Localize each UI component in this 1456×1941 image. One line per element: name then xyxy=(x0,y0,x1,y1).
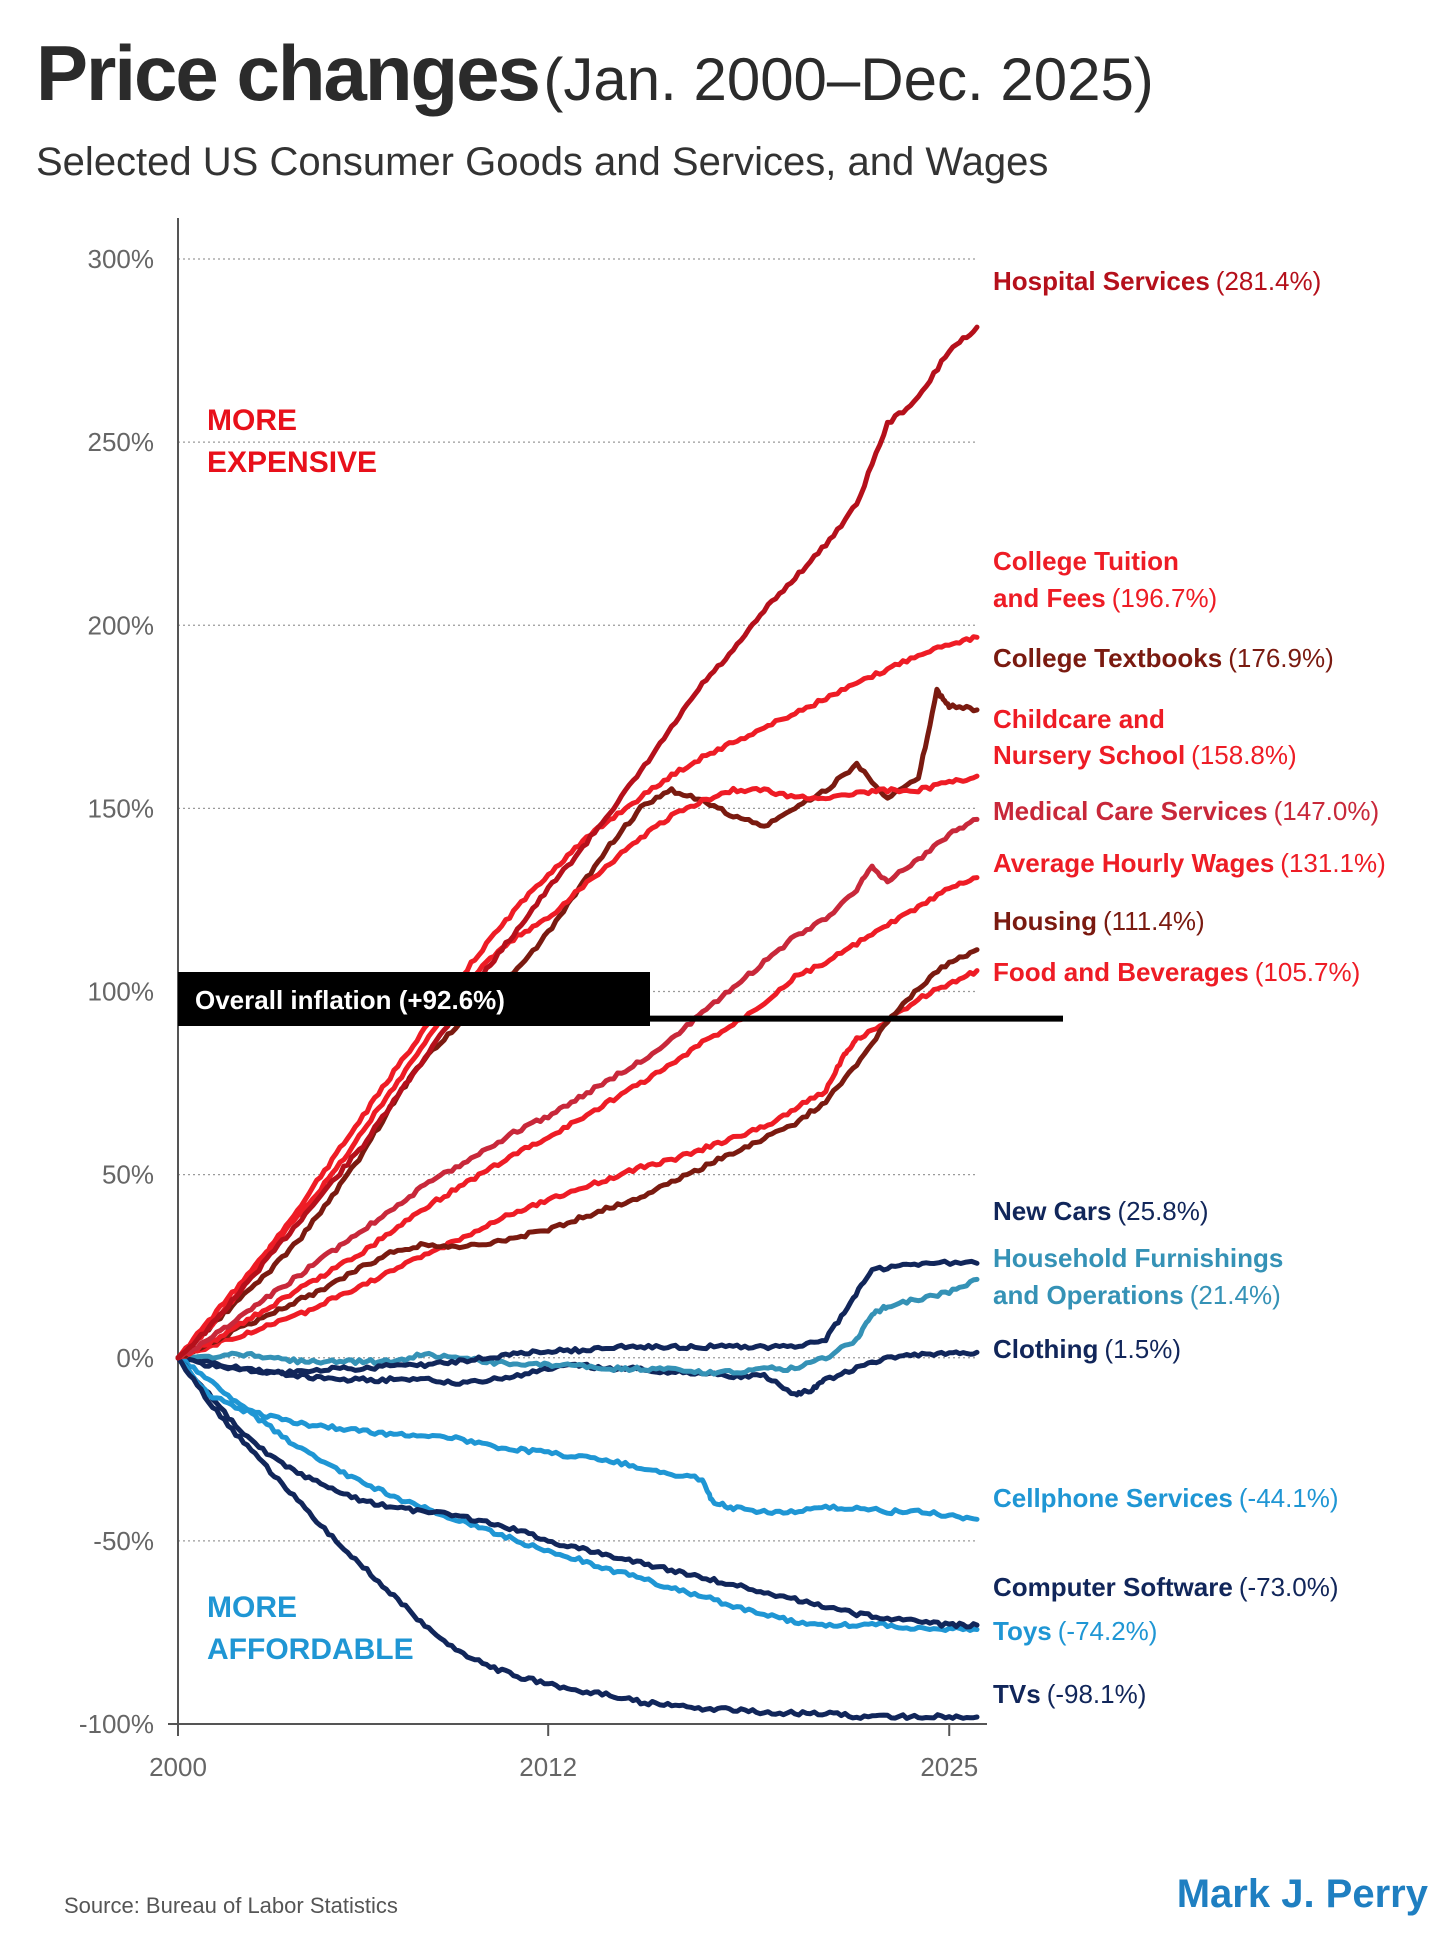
series-label: and Fees (196.7%) xyxy=(993,583,1217,613)
series-value: (1.5%) xyxy=(1104,1334,1181,1364)
zone-label-more-expensive: EXPENSIVE xyxy=(207,446,377,479)
series-value: (-44.1%) xyxy=(1239,1483,1339,1513)
series-line-household-furnishings-and-operations xyxy=(175,1276,980,1377)
series-name: Hospital Services xyxy=(993,266,1210,296)
y-tick-label: -100% xyxy=(79,1709,154,1739)
y-tick-label: 50% xyxy=(102,1160,154,1190)
series-line-toys xyxy=(175,1355,980,1633)
series-value: (281.4%) xyxy=(1216,266,1322,296)
series-line-housing xyxy=(175,947,980,1361)
series-line-cellphone-services xyxy=(175,1355,980,1522)
series-name: Computer Software xyxy=(993,1572,1233,1602)
series-label: New Cars (25.8%) xyxy=(993,1196,1209,1226)
series-value: (-73.0%) xyxy=(1239,1572,1339,1602)
series-label: Medical Care Services (147.0%) xyxy=(993,796,1379,826)
series-line-childcare-and-nursery-school xyxy=(175,773,980,1361)
series-name: Childcare and xyxy=(993,704,1165,734)
series-label: Household Furnishings xyxy=(993,1243,1283,1273)
x-axis: 2000 2012 2025 xyxy=(149,1723,987,1782)
title-main: Price changes xyxy=(36,29,541,117)
series-value: (105.7%) xyxy=(1255,957,1361,987)
series-name: and Operations xyxy=(993,1280,1184,1310)
series-labels: Hospital Services (281.4%) College Tuition… xyxy=(993,266,1386,1709)
series-name: Household Furnishings xyxy=(993,1243,1283,1273)
y-tick-label: 100% xyxy=(88,977,155,1007)
series-line-clothing xyxy=(175,1349,980,1398)
x-tick-label: 2012 xyxy=(519,1752,577,1782)
series-value: (21.4%) xyxy=(1190,1280,1281,1310)
series-name: College Tuition xyxy=(993,546,1179,576)
series-line-college-tuition-and-fees xyxy=(175,634,980,1361)
y-tick-label: 250% xyxy=(88,427,155,457)
zone-label-more-expensive: MORE xyxy=(207,404,297,437)
series-value: (176.9%) xyxy=(1228,643,1334,673)
series-value: (25.8%) xyxy=(1118,1196,1209,1226)
series-label: and Operations (21.4%) xyxy=(993,1280,1281,1310)
reference-label: Overall inflation (+92.6%) xyxy=(195,985,505,1015)
series-value: (147.0%) xyxy=(1274,796,1380,826)
series-lines xyxy=(175,324,980,1721)
series-label: College Textbooks (176.9%) xyxy=(993,643,1334,673)
overall-inflation-reference: Overall inflation (+92.6%) xyxy=(178,972,1063,1026)
y-tick-label: 300% xyxy=(88,244,155,274)
series-name: Nursery School xyxy=(993,740,1185,770)
series-label: Cellphone Services (-44.1%) xyxy=(993,1483,1339,1513)
series-line-tvs xyxy=(175,1355,980,1721)
zone-labels: MORE EXPENSIVE MORE AFFORDABLE xyxy=(207,404,414,1666)
series-line-food-and-beverages xyxy=(175,968,980,1361)
series-label: TVs (-98.1%) xyxy=(993,1679,1146,1709)
series-label: Childcare and xyxy=(993,704,1165,734)
series-label: Hospital Services (281.4%) xyxy=(993,266,1321,296)
title-date-range: (Jan. 2000–Dec. 2025) xyxy=(543,46,1154,113)
series-name: College Textbooks xyxy=(993,643,1222,673)
chart-title: Price changes (Jan. 2000–Dec. 2025) xyxy=(36,28,1154,119)
y-tick-label: 0% xyxy=(116,1343,154,1373)
series-name: Average Hourly Wages xyxy=(993,848,1274,878)
series-line-average-hourly-wages xyxy=(175,875,980,1361)
series-label: Average Hourly Wages (131.1%) xyxy=(993,848,1386,878)
chart-subtitle: Selected US Consumer Goods and Services,… xyxy=(36,140,1049,184)
series-label: Clothing (1.5%) xyxy=(993,1334,1181,1364)
series-value: (196.7%) xyxy=(1112,583,1218,613)
x-tick-label: 2025 xyxy=(920,1752,978,1782)
source-note: Source: Bureau of Labor Statistics xyxy=(64,1893,398,1918)
x-tick-label: 2000 xyxy=(149,1752,207,1782)
reference-label-box xyxy=(178,972,650,1026)
series-label: Toys (-74.2%) xyxy=(993,1616,1157,1646)
series-value: (111.4%) xyxy=(1103,906,1205,936)
series-name: TVs xyxy=(993,1679,1041,1709)
series-name: Housing xyxy=(993,906,1097,936)
series-line-medical-care-services xyxy=(175,816,980,1361)
series-label: College Tuition xyxy=(993,546,1179,576)
series-line-computer-software xyxy=(175,1355,980,1630)
series-name: Cellphone Services xyxy=(993,1483,1233,1513)
zone-label-more-affordable: AFFORDABLE xyxy=(207,1633,414,1666)
zone-label-more-affordable: MORE xyxy=(207,1591,297,1624)
series-label: Food and Beverages (105.7%) xyxy=(993,957,1360,987)
series-line-hospital-services xyxy=(175,324,980,1361)
series-label: Housing (111.4%) xyxy=(993,906,1205,936)
series-value: (-98.1%) xyxy=(1047,1679,1147,1709)
series-label: Nursery School (158.8%) xyxy=(993,740,1297,770)
series-value: (158.8%) xyxy=(1191,740,1297,770)
series-line-college-textbooks xyxy=(175,686,980,1361)
series-value: (-74.2%) xyxy=(1058,1616,1158,1646)
y-tick-label: -50% xyxy=(93,1526,154,1556)
series-value: (131.1%) xyxy=(1280,848,1386,878)
series-name: Clothing xyxy=(993,1334,1098,1364)
y-tick-label: 200% xyxy=(88,610,155,640)
series-name: New Cars xyxy=(993,1196,1112,1226)
series-line-new-cars xyxy=(175,1258,980,1377)
y-tick-label: 150% xyxy=(88,793,155,823)
series-name: Medical Care Services xyxy=(993,796,1268,826)
y-gridlines xyxy=(178,258,977,1542)
series-name: Toys xyxy=(993,1616,1052,1646)
y-axis: 300% 250% 200% 150% 100% 50% 0% -50% -100% xyxy=(79,218,179,1739)
series-name: Food and Beverages xyxy=(993,957,1249,987)
author-credit: Mark J. Perry xyxy=(1176,1872,1428,1916)
series-name: and Fees xyxy=(993,583,1106,613)
series-label: Computer Software (-73.0%) xyxy=(993,1572,1339,1602)
